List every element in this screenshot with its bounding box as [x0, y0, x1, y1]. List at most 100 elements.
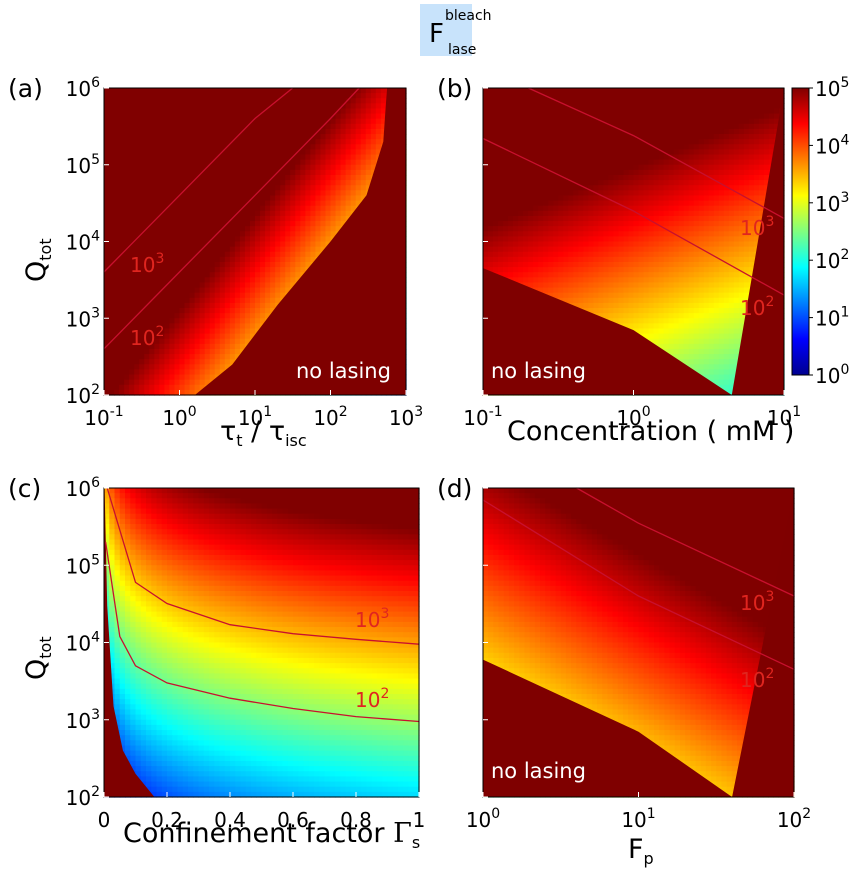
heatmap-cell — [229, 256, 236, 263]
heatmap-cell — [698, 103, 705, 110]
heatmap-cell — [219, 98, 226, 104]
heatmap-cell — [763, 144, 770, 150]
heatmap-cell — [154, 282, 160, 289]
heatmap-cell — [179, 205, 186, 212]
heatmap-cell — [270, 308, 276, 314]
heatmap-cell — [164, 123, 171, 130]
heatmap-cell — [234, 200, 241, 207]
heatmap-cell — [169, 154, 176, 161]
heatmap-cell — [543, 169, 549, 176]
heatmap-cell — [558, 134, 564, 140]
heatmap-cell — [270, 164, 276, 171]
heatmap-cell — [538, 159, 544, 166]
heatmap-cell — [260, 144, 266, 150]
heatmap-cell — [330, 88, 337, 94]
heatmap-cell — [144, 272, 150, 278]
heatmap-cell — [375, 98, 382, 104]
heatmap-cell — [628, 149, 635, 156]
heatmap-cell — [139, 256, 145, 263]
heatmap-cell — [249, 261, 256, 268]
heatmap-cell — [290, 256, 296, 263]
heatmap-cell — [139, 144, 145, 150]
heatmap-cell — [249, 323, 256, 330]
heatmap-cell — [149, 169, 155, 176]
heatmap-cell — [199, 343, 206, 350]
heatmap-cell — [154, 180, 160, 186]
heatmap-cell — [703, 159, 710, 166]
heatmap-cell — [723, 128, 730, 135]
heatmap-cell — [350, 118, 357, 125]
heatmap-cell — [360, 185, 367, 191]
heatmap-cell — [129, 384, 135, 391]
heatmap-cell — [244, 308, 251, 314]
heatmap-cell — [488, 88, 494, 94]
heatmap-cell — [533, 103, 539, 110]
heatmap-cell — [109, 210, 115, 217]
heatmap-cell — [618, 195, 625, 202]
heatmap-cell — [159, 174, 165, 181]
heatmap-cell — [613, 180, 620, 186]
heatmap-cell — [194, 221, 201, 227]
heatmap-cell — [355, 113, 362, 120]
heatmap-cell — [345, 144, 352, 150]
heatmap-cell — [733, 149, 740, 156]
heatmap-cell — [229, 154, 236, 161]
heatmap-cell — [224, 93, 231, 99]
heatmap-cell — [603, 118, 610, 125]
heatmap-cell — [244, 98, 251, 104]
heatmap-cell — [533, 149, 539, 156]
heatmap-cell — [144, 246, 150, 253]
heatmap-cell — [189, 93, 196, 99]
heatmap-cell — [345, 139, 352, 145]
heatmap-cell — [139, 313, 145, 319]
heatmap-cell — [149, 251, 155, 258]
heatmap-cell — [194, 389, 201, 396]
heatmap-cell — [134, 379, 140, 386]
heatmap-cell — [124, 384, 130, 391]
heatmap-cell — [159, 333, 165, 340]
heatmap-cell — [169, 221, 176, 227]
heatmap-cell — [124, 190, 130, 197]
heatmap-cell — [154, 185, 160, 191]
heatmap-cell — [523, 93, 529, 99]
heatmap-cell — [658, 144, 665, 150]
heatmap-cell — [295, 256, 301, 263]
heatmap-cell — [683, 98, 690, 104]
heatmap-cell — [124, 221, 130, 227]
heatmap-cell — [234, 159, 241, 166]
heatmap-cell — [249, 302, 256, 309]
heatmap-cell — [260, 231, 266, 237]
heatmap-cell — [114, 277, 120, 284]
heatmap-cell — [280, 215, 286, 222]
heatmap-cell — [229, 226, 236, 232]
heatmap-cell — [174, 103, 181, 110]
heatmap-cell — [114, 123, 120, 130]
heatmap-cell — [114, 93, 120, 99]
heatmap-cell — [528, 134, 534, 140]
heatmap-cell — [224, 323, 231, 330]
heatmap-cell — [688, 190, 695, 197]
heatmap-cell — [184, 174, 191, 181]
heatmap-cell — [124, 134, 130, 140]
heatmap-cell — [380, 88, 387, 94]
heatmap-cell — [558, 180, 564, 186]
heatmap-cell — [144, 164, 150, 171]
heatmap-cell — [184, 205, 191, 212]
heatmap-cell — [265, 164, 271, 171]
heatmap-cell — [265, 108, 271, 115]
heatmap-cell — [229, 180, 236, 186]
heatmap-cell — [280, 246, 286, 253]
heatmap-cell — [295, 144, 301, 150]
heatmap-cell — [244, 190, 251, 197]
heatmap-cell — [139, 195, 145, 202]
heatmap-cell — [588, 128, 594, 135]
heatmap-cell — [244, 297, 251, 304]
heatmap-cell — [638, 139, 645, 145]
heatmap-cell — [548, 123, 554, 130]
heatmap-cell — [260, 297, 266, 304]
heatmap-cell — [275, 190, 281, 197]
heatmap-cell — [199, 108, 206, 115]
heatmap-cell — [234, 287, 241, 294]
heatmap-cell — [583, 159, 589, 166]
heatmap-cell — [154, 302, 160, 309]
